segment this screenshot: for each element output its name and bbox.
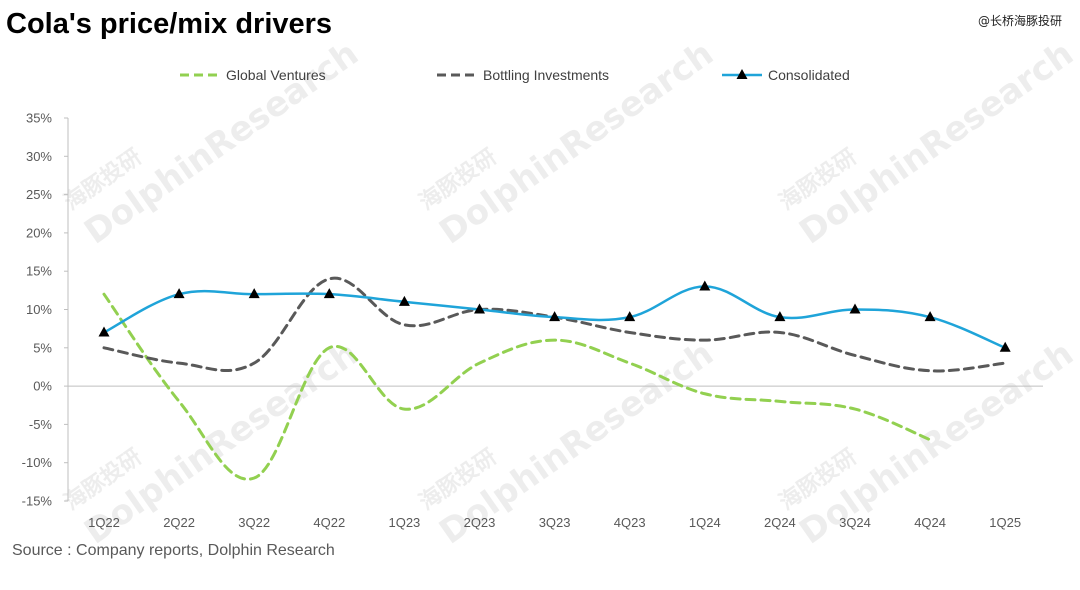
data-point-marker xyxy=(624,311,636,322)
y-tick-label: 15% xyxy=(26,264,52,279)
data-point-marker xyxy=(849,303,861,314)
data-point-marker xyxy=(474,303,485,314)
data-point-marker xyxy=(98,326,110,337)
data-point-marker xyxy=(398,295,410,306)
data-point-marker xyxy=(549,311,561,322)
brand-label: @长桥海豚投研 xyxy=(977,14,1062,28)
x-tick-label: 1Q25 xyxy=(989,515,1021,530)
series-bottling-investments xyxy=(102,276,1007,373)
series-global-ventures xyxy=(102,292,932,481)
x-tick-label: 1Q22 xyxy=(88,515,120,530)
y-tick-label: 30% xyxy=(26,149,52,164)
x-tick-label: 4Q24 xyxy=(914,515,946,530)
legend-label: Bottling Investments xyxy=(483,67,609,83)
data-point-marker xyxy=(999,341,1011,352)
y-tick-label: -15% xyxy=(22,494,53,509)
data-point-marker xyxy=(248,288,260,299)
series-layer xyxy=(98,276,1011,481)
source-note: Source : Company reports, Dolphin Resear… xyxy=(12,542,335,559)
legend-item: Consolidated xyxy=(722,67,850,83)
legend-item: Global Ventures xyxy=(180,67,326,83)
series-consolidated xyxy=(98,280,1011,352)
data-point-marker xyxy=(699,280,711,291)
series-line xyxy=(102,276,1007,373)
data-point-marker xyxy=(173,288,185,299)
legend-item: Bottling Investments xyxy=(437,67,609,83)
x-tick-label: 1Q24 xyxy=(689,515,721,530)
legend-label: Global Ventures xyxy=(226,67,326,83)
legend-label: Consolidated xyxy=(768,67,850,83)
data-point-marker xyxy=(323,288,335,299)
data-point-marker xyxy=(774,311,786,322)
x-tick-label: 4Q23 xyxy=(614,515,646,530)
y-tick-label: 20% xyxy=(26,225,52,240)
x-tick-label: 3Q23 xyxy=(539,515,571,530)
series-line xyxy=(102,292,932,481)
y-axis: -15% -10% -5% 0% 5% 10% 15% 20% 25% 30% 35% xyxy=(22,111,69,509)
y-tick-label: 35% xyxy=(26,111,52,126)
x-tick-label: 3Q22 xyxy=(238,515,270,530)
y-tick-label: 25% xyxy=(26,187,52,202)
y-tick-label: 5% xyxy=(33,340,52,355)
legend-marker xyxy=(736,69,748,79)
x-axis: 1Q22 2Q22 3Q22 4Q22 1Q23 2Q23 3Q23 4Q23 1Q24 2Q24… xyxy=(68,385,1043,530)
chart-title: Cola's price/mix drivers xyxy=(6,8,333,40)
x-tick-label: 1Q23 xyxy=(388,515,420,530)
x-tick-label: 2Q24 xyxy=(764,515,796,530)
y-tick-label: 0% xyxy=(33,379,52,394)
x-tick-label: 4Q22 xyxy=(313,515,345,530)
x-tick-label: 3Q24 xyxy=(839,515,871,530)
data-point-marker xyxy=(924,311,936,322)
y-tick-label: -10% xyxy=(22,455,53,470)
x-tick-label: 2Q22 xyxy=(163,515,195,530)
y-tick-label: 10% xyxy=(26,302,52,317)
y-tick-label: -5% xyxy=(29,417,53,432)
legend: Global Ventures Bottling Investments Conso… xyxy=(180,67,850,83)
x-tick-label: 2Q23 xyxy=(464,515,496,530)
